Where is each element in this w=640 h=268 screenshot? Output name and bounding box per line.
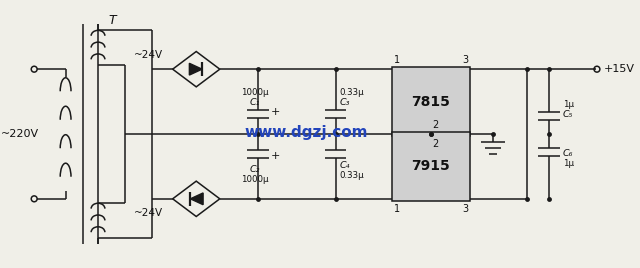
Text: 1: 1 <box>394 204 400 214</box>
Text: ~24V: ~24V <box>134 50 163 60</box>
Text: 0.33μ: 0.33μ <box>340 171 364 180</box>
Text: T: T <box>109 14 116 27</box>
Text: 1: 1 <box>394 55 400 65</box>
Text: 2: 2 <box>432 120 438 130</box>
Text: 3: 3 <box>462 204 468 214</box>
Text: +15V: +15V <box>604 64 635 74</box>
Text: C₁: C₁ <box>250 98 260 107</box>
Text: 7815: 7815 <box>412 95 451 109</box>
Text: C₅: C₅ <box>563 110 573 119</box>
Text: 1μ: 1μ <box>563 100 573 109</box>
Text: www.dgzj.com: www.dgzj.com <box>244 125 368 140</box>
Text: 0.33μ: 0.33μ <box>340 88 364 97</box>
Text: 1μ: 1μ <box>563 159 573 168</box>
Text: 2: 2 <box>432 139 438 149</box>
Text: C₆: C₆ <box>563 149 573 158</box>
Bar <box>392 67 470 136</box>
Bar <box>392 132 470 201</box>
Text: 3: 3 <box>462 55 468 65</box>
Text: ~220V: ~220V <box>1 129 40 139</box>
Text: +: + <box>271 107 280 117</box>
Text: +: + <box>271 151 280 161</box>
Text: C₂: C₂ <box>250 165 260 174</box>
Text: ~24V: ~24V <box>134 208 163 218</box>
Polygon shape <box>190 193 203 205</box>
Text: 7915: 7915 <box>412 159 451 173</box>
Text: C₄: C₄ <box>340 161 350 170</box>
Polygon shape <box>189 63 202 75</box>
Text: 1000μ: 1000μ <box>241 88 269 97</box>
Text: C₃: C₃ <box>340 98 350 107</box>
Text: 1000μ: 1000μ <box>241 175 269 184</box>
